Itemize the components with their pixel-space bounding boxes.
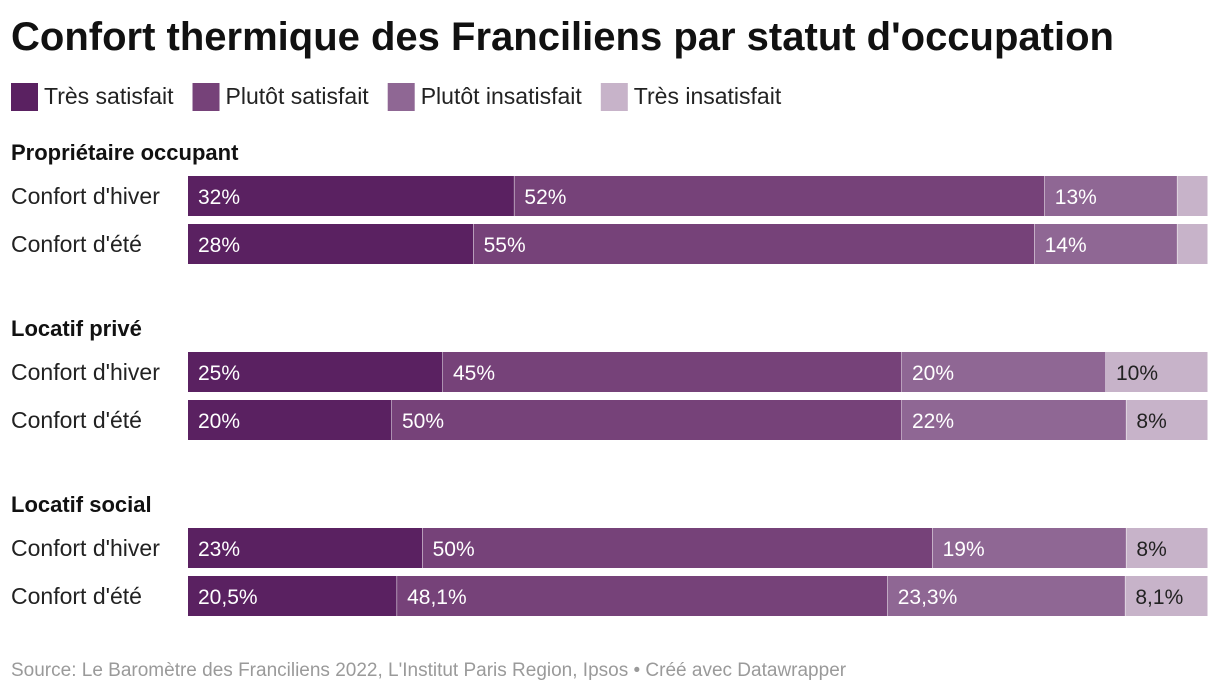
bar-segment-tres-satisfait (188, 176, 514, 216)
data-label-plutot-insatisfait: 23,3% (898, 586, 958, 609)
row-label: Confort d'hiver (11, 535, 160, 561)
bar-segment-plutot-insatisfait (932, 528, 1126, 568)
data-label-tres-satisfait: 28% (198, 234, 240, 257)
data-label-plutot-insatisfait: 14% (1045, 234, 1087, 257)
bar-segment-plutot-satisfait (422, 528, 933, 568)
bar-segment-tres-insatisfait (1177, 224, 1208, 264)
legend-swatch-plutot-satisfait (192, 83, 220, 111)
data-label-tres-satisfait: 23% (198, 538, 240, 561)
bar-segment-plutot-insatisfait (1044, 176, 1177, 216)
bar-row-confort-d-ete: Confort d'été 20% 50% 22% 8% (11, 400, 1208, 440)
data-label-plutot-insatisfait: 20% (912, 362, 954, 385)
legend-label-tres-satisfait: Très satisfait (44, 83, 174, 109)
bar-row-confort-d-hiver: Confort d'hiver 25% 45% 20% 10% (11, 352, 1208, 392)
row-label: Confort d'hiver (11, 183, 160, 209)
bar-segment-tres-insatisfait (1125, 576, 1208, 616)
bar-segment-plutot-insatisfait (902, 352, 1106, 392)
legend-label-plutot-insatisfait: Plutôt insatisfait (421, 83, 583, 109)
data-label-tres-satisfait: 20,5% (198, 586, 258, 609)
bar-segment-tres-insatisfait (1106, 352, 1208, 392)
bar-segment-tres-insatisfait (1126, 528, 1208, 568)
bar-segment-plutot-satisfait (392, 400, 902, 440)
legend-swatch-tres-satisfait (11, 83, 38, 111)
data-label-tres-satisfait: 25% (198, 362, 240, 385)
bar-row-confort-d-ete: Confort d'été 28% 55% 14% (11, 224, 1208, 264)
data-label-plutot-satisfait: 50% (433, 538, 475, 561)
bar-row-confort-d-ete: Confort d'été 20,5% 48,1% 23,3% 8,1% (11, 576, 1208, 616)
group-title: Locatif social (11, 492, 152, 517)
bar-segment-tres-satisfait (188, 528, 423, 568)
legend: Très satisfait Plutôt satisfait Plutôt ins… (11, 83, 782, 111)
data-label-plutot-satisfait: 50% (402, 410, 444, 433)
bar-segment-tres-satisfait (188, 400, 392, 440)
row-label: Confort d'été (11, 583, 142, 609)
group-title: Propriétaire occupant (11, 140, 239, 165)
data-label-tres-satisfait: 32% (198, 186, 240, 209)
data-label-tres-insatisfait: 10% (1116, 362, 1158, 385)
data-label-tres-satisfait: 20% (198, 410, 240, 433)
group-locatif-social: Locatif social Confort d'hiver 23% 50% 19% 8%… (11, 492, 1208, 616)
row-label: Confort d'été (11, 407, 142, 433)
data-label-plutot-satisfait: 45% (453, 362, 495, 385)
legend-label-tres-insatisfait: Très insatisfait (634, 83, 782, 109)
data-label-plutot-insatisfait: 13% (1055, 186, 1097, 209)
bar-segment-plutot-satisfait (473, 224, 1035, 264)
data-label-plutot-insatisfait: 22% (912, 410, 954, 433)
group-locatif-prive: Locatif privé Confort d'hiver 25% 45% 20% 10%… (11, 316, 1208, 440)
bar-segment-tres-insatisfait (1126, 400, 1208, 440)
chart-body: Propriétaire occupant Confort d'hiver 32% 5… (11, 140, 1208, 616)
bar-segment-tres-satisfait (188, 576, 397, 616)
legend-swatch-tres-insatisfait (600, 83, 628, 111)
bar-segment-plutot-insatisfait (887, 576, 1125, 616)
bar-segment-plutot-insatisfait (1034, 224, 1177, 264)
bar-segment-plutot-satisfait (514, 176, 1045, 216)
data-label-tres-insatisfait: 8% (1136, 410, 1166, 433)
group-title: Locatif privé (11, 316, 142, 341)
bar-row-confort-d-hiver: Confort d'hiver 32% 52% 13% (11, 176, 1208, 216)
bar-segment-tres-satisfait (188, 224, 474, 264)
chart-title: Confort thermique des Franciliens par st… (11, 15, 1114, 59)
legend-swatch-plutot-insatisfait (387, 83, 415, 111)
bar-row-confort-d-hiver: Confort d'hiver 23% 50% 19% 8% (11, 528, 1208, 568)
data-label-tres-insatisfait: 8,1% (1135, 586, 1183, 609)
bar-segment-plutot-satisfait (397, 576, 888, 616)
data-label-plutot-insatisfait: 19% (943, 538, 985, 561)
bar-segment-tres-satisfait (188, 352, 443, 392)
bar-segment-plutot-insatisfait (902, 400, 1126, 440)
data-label-plutot-satisfait: 52% (524, 186, 566, 209)
bar-segment-tres-insatisfait (1177, 176, 1208, 216)
row-label: Confort d'été (11, 231, 142, 257)
legend-label-plutot-satisfait: Plutôt satisfait (226, 83, 370, 109)
source-note: Source: Le Baromètre des Franciliens 202… (11, 660, 847, 681)
bar-segment-plutot-satisfait (443, 352, 902, 392)
group-proprietaire-occupant: Propriétaire occupant Confort d'hiver 32% 5… (11, 140, 1208, 264)
data-label-tres-insatisfait: 8% (1136, 538, 1166, 561)
data-label-plutot-satisfait: 55% (484, 234, 526, 257)
data-label-plutot-satisfait: 48,1% (407, 586, 467, 609)
row-label: Confort d'hiver (11, 359, 160, 385)
